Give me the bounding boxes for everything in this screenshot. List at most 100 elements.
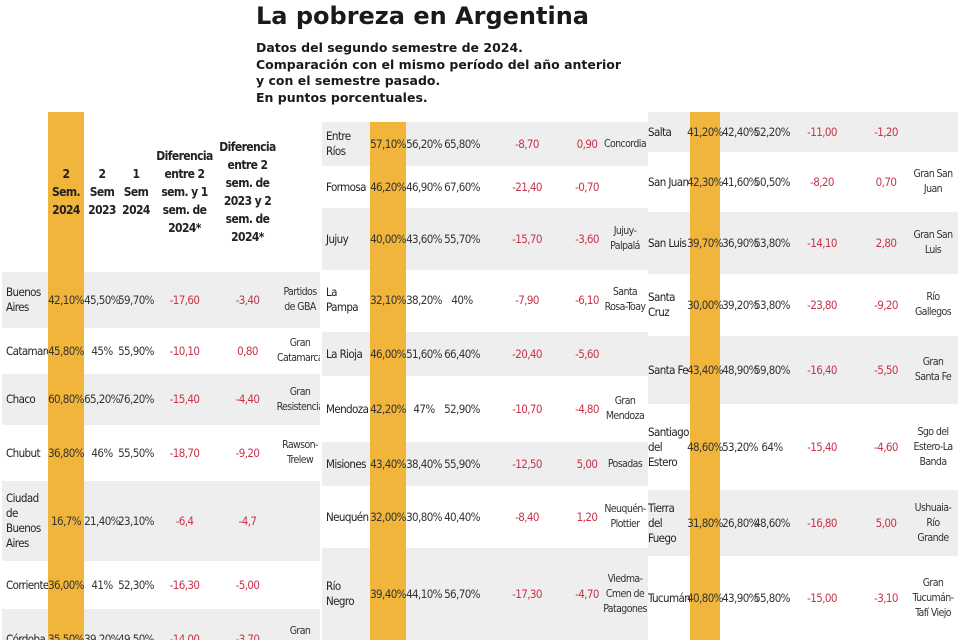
poverty-2sem-2024: 60,80% bbox=[48, 392, 84, 406]
poverty-2sem-2023: 56,20% bbox=[406, 136, 442, 151]
diff-vs-1sem-2024: -11,00 bbox=[807, 124, 837, 139]
diff-vs-2sem-2023: -4,60 bbox=[874, 439, 898, 454]
diff-vs-2sem-2023: -6,10 bbox=[575, 292, 599, 307]
poverty-1sem-2024: 55,50% bbox=[118, 445, 154, 460]
poverty-2sem-2023: 41,60% bbox=[722, 174, 758, 189]
table-row: Buenos Aires 42,10% 45,50% 59,70% -17,60 -3,4… bbox=[2, 272, 320, 328]
diff-vs-1sem-2024: -10,70 bbox=[512, 401, 542, 416]
urban-area: Rawson-Trelew bbox=[282, 439, 318, 466]
province-name: Misiones bbox=[326, 456, 367, 471]
poverty-2sem-2024: 43,40% bbox=[370, 456, 406, 471]
diff-vs-2sem-2023: -3,10 bbox=[874, 590, 898, 605]
poverty-1sem-2024: 52,20% bbox=[754, 124, 790, 139]
diff-vs-1sem-2024: -10,10 bbox=[169, 343, 200, 358]
table-row: Entre Ríos 57,10% 56,20% 65,80% -8,70 0,90 Con… bbox=[322, 122, 648, 166]
poverty-2sem-2024: 40,80% bbox=[687, 590, 723, 605]
poverty-2sem-2024: 46,20% bbox=[370, 179, 406, 194]
diff-vs-2sem-2023: 0,70 bbox=[875, 174, 897, 189]
table-row: Santa Cruz 30,00% 39,20% 53,80% -23,80 -9,20 R… bbox=[648, 274, 958, 336]
diff-vs-1sem-2024: -14,00 bbox=[169, 631, 200, 640]
column-header: Diferencia entre 2 sem. de 2023 y 2 sem.… bbox=[219, 140, 276, 244]
poverty-2sem-2023: 30,80% bbox=[406, 509, 442, 524]
diff-vs-1sem-2024: -12,50 bbox=[512, 456, 542, 471]
poverty-2sem-2024: 31,80% bbox=[687, 515, 723, 530]
urban-area: Santa Rosa-Toay bbox=[604, 286, 646, 313]
diff-vs-1sem-2024: -8,70 bbox=[515, 136, 539, 151]
diff-vs-1sem-2024: -16,40 bbox=[807, 362, 837, 377]
poverty-2sem-2023: 39,20% bbox=[84, 631, 120, 640]
table-row: Chubut 36,80% 46% 55,50% -18,70 -9,20 Rawson-T… bbox=[2, 425, 320, 481]
diff-vs-2sem-2023: -9,20 bbox=[235, 445, 260, 460]
poverty-2sem-2023: 38,40% bbox=[406, 456, 442, 471]
province-name: Chaco bbox=[6, 392, 36, 406]
table-row: Tierra del Fuego 31,80% 26,80% 48,60% -16,80… bbox=[648, 490, 958, 556]
province-name: San Luis bbox=[648, 235, 687, 250]
province-name: Buenos Aires bbox=[6, 285, 41, 314]
diff-vs-1sem-2024: -15,40 bbox=[169, 392, 200, 406]
diff-vs-2sem-2023: 1,20 bbox=[576, 509, 598, 524]
table-row: Catamarca 45,80% 45% 55,90% -10,10 0,80 Gran C… bbox=[2, 328, 320, 374]
header: La pobreza en Argentina Datos del segund… bbox=[248, 0, 621, 112]
table-row: Ciudad de Buenos Aires 16,7% 21,40% 23,10% -… bbox=[2, 481, 320, 561]
province-name: Río Negro bbox=[326, 579, 355, 608]
poverty-1sem-2024: 64% bbox=[761, 439, 783, 454]
diff-vs-2sem-2023: 0,80 bbox=[237, 343, 258, 358]
column-header: 1 Sem 2024 bbox=[122, 167, 150, 217]
diff-vs-1sem-2024: -14,10 bbox=[807, 235, 837, 250]
poverty-1sem-2024: 40% bbox=[451, 292, 473, 307]
poverty-1sem-2024: 59,70% bbox=[118, 292, 154, 307]
diff-vs-2sem-2023: -1,20 bbox=[874, 124, 898, 139]
diff-vs-1sem-2024: -8,40 bbox=[515, 509, 539, 524]
province-name: Santa Fe bbox=[648, 362, 689, 377]
poverty-2sem-2024: 30,00% bbox=[687, 297, 723, 312]
poverty-2sem-2023: 48,90% bbox=[722, 362, 758, 377]
poverty-2sem-2024: 32,10% bbox=[370, 292, 406, 307]
urban-area bbox=[910, 112, 956, 152]
poverty-1sem-2024: 56,70% bbox=[444, 586, 480, 601]
poverty-2sem-2023: 45% bbox=[91, 343, 113, 358]
diff-vs-2sem-2023: -0,70 bbox=[575, 179, 599, 194]
table-row: Santiago del Estero 48,60% 53,20% 64% -15,40… bbox=[648, 404, 958, 490]
poverty-1sem-2024: 59,80% bbox=[754, 362, 790, 377]
province-name: Neuquén bbox=[326, 509, 369, 524]
diff-vs-1sem-2024: -15,40 bbox=[807, 439, 837, 454]
province-name: San Juan bbox=[648, 174, 689, 189]
province-name: Formosa bbox=[326, 179, 366, 194]
poverty-1sem-2024: 65,80% bbox=[444, 136, 480, 151]
diff-vs-1sem-2024: -20,40 bbox=[512, 346, 542, 361]
poverty-2sem-2024: 40,00% bbox=[370, 231, 406, 246]
poverty-2sem-2023: 45,50% bbox=[84, 292, 120, 307]
table-panel-left: 2 Sem. 2024 2 Sem 2023 1 Sem 2024 Diferenci… bbox=[2, 112, 320, 640]
highlight-column-2sem-2024 bbox=[48, 112, 84, 640]
table-row: Neuquén 32,00% 30,80% 40,40% -8,40 1,20 Neuqué… bbox=[322, 486, 648, 548]
urban-area: Sgo del Estero-La Banda bbox=[913, 425, 953, 468]
diff-vs-2sem-2023: -4,40 bbox=[235, 392, 260, 406]
urban-area: Ushuaia-Río Grande bbox=[914, 501, 952, 544]
poverty-1sem-2024: 55,80% bbox=[754, 590, 790, 605]
poverty-2sem-2024: 32,00% bbox=[370, 509, 406, 524]
highlight-column-2sem-2024 bbox=[370, 122, 406, 640]
table-row: Río Negro 39,40% 44,10% 56,70% -17,30 -4,70 Vi… bbox=[322, 548, 648, 640]
poverty-1sem-2024: 67,60% bbox=[444, 179, 480, 194]
poverty-2sem-2024: 36,80% bbox=[48, 445, 84, 460]
poverty-2sem-2024: 42,30% bbox=[687, 174, 723, 189]
diff-vs-1sem-2024: -8,20 bbox=[810, 174, 834, 189]
province-name: Catamarca bbox=[6, 343, 58, 358]
poverty-1sem-2024: 53,80% bbox=[754, 235, 790, 250]
table-row: San Juan 42,30% 41,60% 50,50% -8,20 0,70 Gran … bbox=[648, 152, 958, 212]
poverty-2sem-2023: 36,90% bbox=[722, 235, 758, 250]
column-header: 2 Sem 2023 bbox=[88, 167, 116, 217]
diff-vs-1sem-2024: -16,80 bbox=[807, 515, 837, 530]
urban-area: Gran Catamarca bbox=[276, 337, 320, 364]
urban-area: Gran Tucumán-Tafí Viejo bbox=[912, 576, 955, 619]
province-name: Mendoza bbox=[326, 401, 369, 416]
diff-vs-2sem-2023: -9,20 bbox=[874, 297, 898, 312]
diff-vs-2sem-2023: -4,7 bbox=[238, 513, 257, 528]
diff-vs-2sem-2023: -3,60 bbox=[575, 231, 599, 246]
highlight-column-2sem-2024 bbox=[690, 112, 720, 640]
poverty-2sem-2024: 39,70% bbox=[687, 235, 723, 250]
poverty-2sem-2023: 41% bbox=[91, 577, 113, 592]
province-name: Entre Ríos bbox=[326, 129, 351, 158]
province-name: Salta bbox=[648, 124, 672, 139]
subtitle-line: y con el semestre pasado. bbox=[256, 73, 441, 88]
